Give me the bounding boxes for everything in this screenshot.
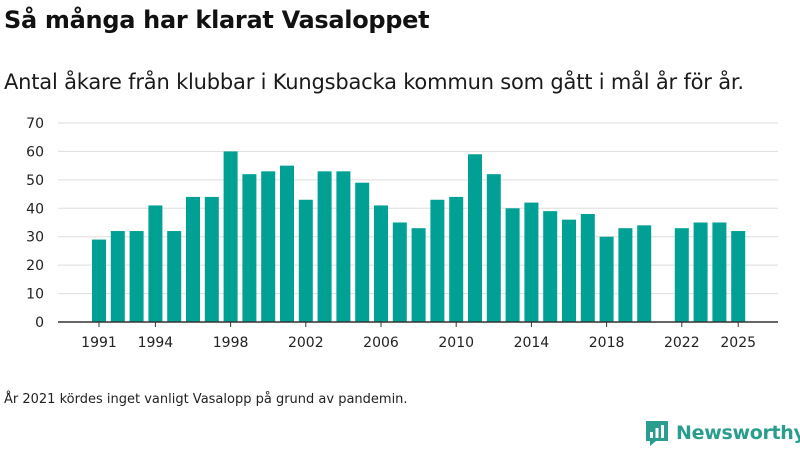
bar-1993 (129, 231, 144, 322)
y-tick-label: 20 (26, 258, 44, 274)
bar-2007 (392, 222, 407, 322)
brand-name: Newsworthy (676, 422, 800, 444)
bar-1997 (204, 196, 219, 322)
bar-2010 (449, 196, 464, 322)
bar-2001 (280, 165, 294, 322)
chart-title: Så många har klarat Vasaloppet (4, 6, 430, 34)
y-tick-label: 30 (26, 230, 44, 246)
bar-2023 (693, 222, 708, 322)
bar-1999 (242, 174, 257, 322)
x-tick-label: 1998 (213, 335, 249, 351)
y-tick-label: 0 (35, 315, 44, 331)
brand-logo[interactable]: Newsworthy (644, 418, 800, 448)
bar-2000 (261, 171, 276, 322)
bar-2025 (731, 231, 746, 322)
x-tick-label: 2025 (720, 335, 756, 351)
bar-2009 (430, 199, 445, 322)
x-axis-tick-labels: 1991 1994 1998 2002 2006 2010 2014 2018 2022 2025 (81, 322, 756, 351)
y-axis-tick-labels: 0 10 20 30 40 50 60 70 (26, 116, 44, 331)
bar-2016 (562, 219, 576, 322)
bar-2022 (674, 228, 689, 322)
bar-1995 (167, 231, 182, 322)
x-tick-label: 2018 (589, 335, 625, 351)
bar-2018 (599, 236, 614, 322)
y-tick-label: 70 (26, 116, 44, 132)
bar-2005 (355, 182, 370, 322)
y-tick-label: 10 (26, 287, 44, 303)
y-tick-label: 50 (26, 173, 44, 189)
bar-2014 (524, 202, 539, 322)
footnote: År 2021 kördes inget vanligt Vasalopp på… (4, 392, 408, 407)
bar-1991 (92, 239, 106, 322)
bar-2006 (374, 205, 388, 322)
x-tick-label: 1994 (138, 335, 174, 351)
chart-subtitle: Antal åkare från klubbar i Kungsbacka ko… (4, 70, 744, 94)
bars (92, 151, 746, 322)
bar-2017 (580, 213, 595, 322)
bar-2019 (618, 228, 633, 322)
bar-1998 (223, 151, 238, 322)
newsworthy-logo-icon (646, 421, 668, 446)
x-tick-label: 1991 (81, 335, 117, 351)
bar-2013 (505, 208, 520, 322)
y-tick-label: 60 (26, 144, 44, 160)
bar-2002 (298, 199, 313, 322)
bar-1994 (148, 205, 163, 322)
x-tick-label: 2022 (664, 335, 700, 351)
bar-2024 (712, 222, 727, 322)
x-tick-label: 2002 (288, 335, 324, 351)
x-tick-label: 2014 (514, 335, 550, 351)
bar-1996 (186, 196, 200, 322)
bar-chart: 0 10 20 30 40 50 60 70 1991 1994 1998 2002 2006 2010… (26, 116, 778, 351)
bar-2015 (543, 211, 558, 322)
bar-2012 (486, 174, 501, 322)
y-tick-label: 40 (26, 201, 44, 217)
x-tick-label: 2010 (438, 335, 474, 351)
bar-1992 (110, 231, 125, 322)
x-tick-label: 2006 (363, 335, 399, 351)
bar-2004 (336, 171, 351, 322)
bar-2011 (468, 154, 482, 322)
bar-2020 (637, 225, 652, 322)
bar-2008 (411, 228, 426, 322)
bar-2003 (317, 171, 332, 322)
